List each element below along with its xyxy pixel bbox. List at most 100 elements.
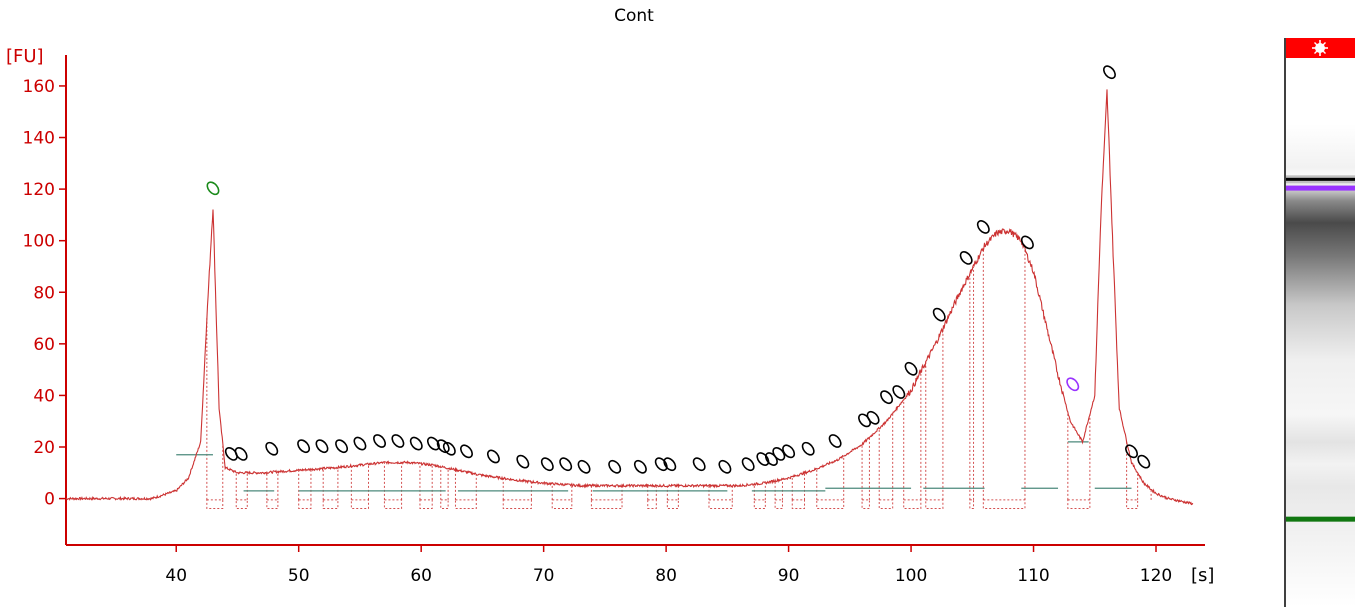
y-axis-label: [FU] bbox=[6, 46, 44, 67]
y-tick-label: 160 bbox=[23, 77, 55, 97]
peak-label bbox=[335, 439, 349, 454]
peak-label bbox=[540, 457, 554, 472]
peak-label bbox=[486, 449, 500, 464]
peak-floor-box bbox=[322, 499, 339, 509]
peak-label bbox=[692, 457, 706, 472]
peak-floor-box bbox=[383, 499, 403, 509]
x-tick-label: 40 bbox=[165, 566, 187, 586]
peak-label bbox=[959, 251, 973, 265]
baseline-segments bbox=[176, 441, 1132, 492]
peak-floor-box bbox=[454, 499, 477, 509]
peak-label bbox=[265, 441, 279, 456]
y-tick-label: 120 bbox=[23, 180, 55, 200]
peak-floor-box bbox=[1126, 499, 1139, 509]
y-tick-label: 100 bbox=[23, 232, 55, 252]
peak-label bbox=[409, 436, 423, 451]
peak-label bbox=[801, 441, 815, 456]
y-tick-label: 40 bbox=[33, 386, 55, 406]
gel-background bbox=[1286, 58, 1355, 607]
peak-label bbox=[1137, 454, 1151, 469]
peak-label bbox=[663, 457, 677, 472]
peak-label bbox=[516, 454, 530, 469]
x-axis-label: [s] bbox=[1191, 565, 1214, 586]
x-tick-label: 90 bbox=[778, 566, 800, 586]
peak-floor-box bbox=[1067, 499, 1091, 509]
peak-label bbox=[828, 434, 842, 448]
peak-floor-box bbox=[708, 499, 733, 509]
peak-label bbox=[1103, 65, 1116, 80]
peak-floor-box bbox=[774, 499, 783, 509]
lower-marker-peak bbox=[206, 181, 220, 196]
gel-lane bbox=[1284, 38, 1355, 607]
gel-band bbox=[1286, 177, 1355, 181]
x-tick-label: 80 bbox=[655, 566, 677, 586]
y-tick-label: 20 bbox=[33, 438, 55, 458]
peak-label bbox=[608, 459, 622, 474]
peak-label bbox=[234, 447, 248, 461]
trace bbox=[65, 89, 1194, 506]
peak-label bbox=[866, 410, 880, 425]
peak-floor-box bbox=[590, 499, 623, 509]
y-tick-label: 140 bbox=[23, 129, 55, 149]
chart-title: Cont bbox=[614, 6, 654, 26]
peak-label bbox=[932, 307, 946, 322]
peak-label bbox=[772, 447, 786, 461]
peak-floor-box bbox=[982, 499, 1026, 509]
peak-floor-box bbox=[903, 499, 922, 509]
peak-label bbox=[315, 439, 329, 454]
x-tick-label: 60 bbox=[410, 566, 432, 586]
x-tick-label: 100 bbox=[895, 566, 927, 586]
trace-line bbox=[65, 89, 1194, 506]
peak-boundaries bbox=[206, 248, 1152, 509]
peak-label bbox=[426, 436, 440, 451]
peak-label bbox=[633, 459, 647, 474]
y-tick-label: 60 bbox=[33, 335, 55, 355]
peak-label bbox=[892, 385, 906, 399]
peak-label bbox=[391, 434, 405, 448]
peak-label bbox=[782, 444, 796, 459]
peak-label bbox=[1020, 235, 1034, 250]
upper-marker-peak bbox=[1066, 377, 1080, 392]
x-axis: 40 50 60 70 80 90 100 110 120 bbox=[66, 544, 1205, 586]
electropherogram-chart: 0 20 40 60 80 100 120 140 160 40 50 60 70 80 90 100 110… bbox=[6, 46, 1214, 586]
y-axis: 0 20 40 60 80 100 120 140 160 bbox=[23, 55, 67, 545]
gel-marker-band bbox=[1286, 516, 1355, 522]
peak-floor-box bbox=[235, 499, 248, 509]
peak-floor-box bbox=[502, 499, 532, 509]
y-tick-label: 0 bbox=[44, 490, 55, 510]
peak-label bbox=[1125, 444, 1138, 459]
peak-label bbox=[577, 459, 591, 474]
peak-label bbox=[904, 361, 918, 376]
peak-floor-box bbox=[753, 499, 766, 509]
x-tick-label: 120 bbox=[1140, 566, 1172, 586]
peak-label bbox=[297, 439, 311, 454]
peak-floor-box bbox=[878, 499, 894, 509]
peak-floor-box bbox=[647, 499, 657, 509]
peak-floor-box bbox=[969, 499, 975, 509]
x-tick-label: 110 bbox=[1017, 566, 1049, 586]
x-tick-label: 70 bbox=[533, 566, 555, 586]
peak-floor-box bbox=[925, 499, 944, 509]
peak-floor-box bbox=[861, 499, 870, 509]
peak-label bbox=[976, 220, 990, 234]
peak-label bbox=[442, 441, 456, 456]
peak-floor-box bbox=[266, 499, 279, 509]
peak-floor-box bbox=[419, 499, 433, 509]
peak-label bbox=[718, 459, 732, 474]
gel-bands bbox=[1286, 175, 1355, 522]
x-tick-label: 50 bbox=[288, 566, 310, 586]
peak-floor-box bbox=[666, 499, 679, 509]
peak-floor-box bbox=[206, 499, 224, 509]
peak-floor-box bbox=[791, 499, 806, 509]
peak-markers bbox=[206, 65, 1151, 474]
peak-floor-box bbox=[440, 499, 449, 509]
peak-floor-box bbox=[551, 499, 573, 509]
sun-icon bbox=[1312, 40, 1328, 56]
peak-label bbox=[559, 457, 573, 472]
y-tick-label: 80 bbox=[33, 283, 55, 303]
peak-label bbox=[880, 390, 894, 405]
peak-label bbox=[460, 444, 473, 459]
peak-label bbox=[353, 436, 367, 451]
peak-label bbox=[373, 434, 386, 448]
peak-label bbox=[741, 457, 755, 472]
